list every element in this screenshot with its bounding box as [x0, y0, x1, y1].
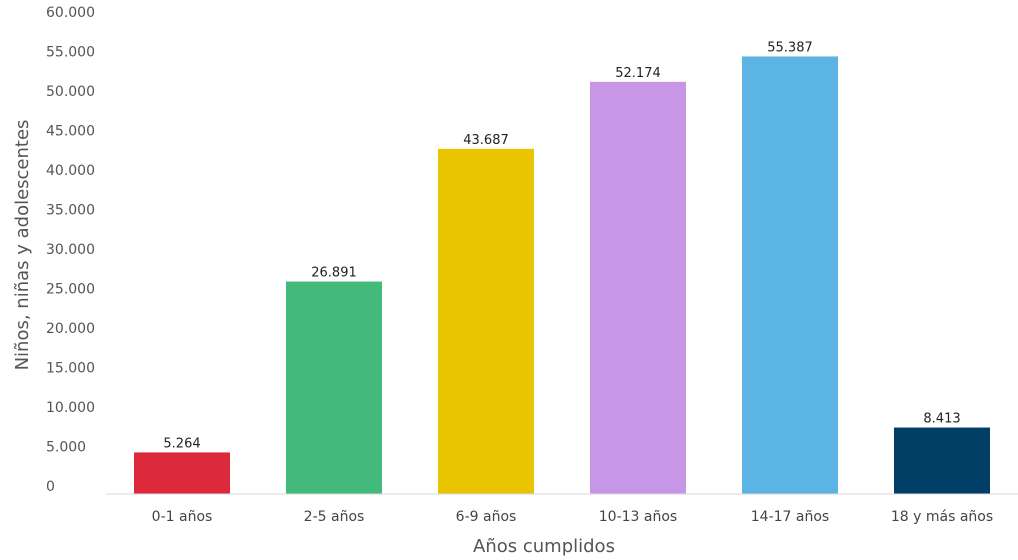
y-axis-ticks: 0 5.000 10.000 15.000 20.000 25.000 30.000 35.0… — [46, 5, 95, 495]
x-tick-label: 18 y más años — [891, 509, 993, 525]
y-axis-title: Niños, niñas y adolescentes — [12, 120, 33, 371]
y-tick-label: 50.000 — [46, 84, 95, 100]
y-tick-label: 15.000 — [46, 361, 95, 377]
y-tick-label: 55.000 — [46, 45, 95, 61]
bars — [134, 56, 990, 495]
bar — [894, 427, 990, 494]
y-tick-label: 20.000 — [46, 321, 95, 337]
data-label: 52.174 — [615, 66, 661, 81]
y-tick-label: 30.000 — [46, 242, 95, 258]
x-tick-label: 14-17 años — [751, 509, 829, 525]
x-tick-label: 2-5 años — [304, 509, 365, 525]
bar — [134, 452, 230, 494]
x-axis-title: Años cumplidos — [473, 536, 615, 557]
data-label: 55.387 — [767, 40, 813, 55]
y-tick-label: 40.000 — [46, 163, 95, 179]
x-axis-ticks: 0-1 años 2-5 años 6-9 años 10-13 años 14-17 … — [152, 509, 993, 525]
y-tick-label: 10.000 — [46, 400, 95, 416]
x-tick-label: 6-9 años — [456, 509, 517, 525]
bar — [590, 81, 686, 494]
y-tick-label: 0 — [46, 479, 55, 495]
bar — [742, 56, 838, 495]
y-tick-label: 60.000 — [46, 5, 95, 21]
y-tick-label: 45.000 — [46, 124, 95, 140]
y-tick-label: 5.000 — [46, 440, 86, 456]
data-labels: 5.264 26.891 43.687 52.174 55.387 8.413 — [163, 40, 960, 451]
data-label: 8.413 — [923, 412, 960, 427]
x-tick-label: 0-1 años — [152, 509, 213, 525]
x-tick-label: 10-13 años — [599, 509, 677, 525]
bar — [438, 148, 534, 495]
y-tick-label: 25.000 — [46, 282, 95, 298]
data-label: 43.687 — [463, 133, 509, 148]
data-label: 26.891 — [311, 266, 357, 281]
bar — [286, 281, 382, 494]
y-tick-label: 35.000 — [46, 203, 95, 219]
data-label: 5.264 — [163, 436, 200, 451]
